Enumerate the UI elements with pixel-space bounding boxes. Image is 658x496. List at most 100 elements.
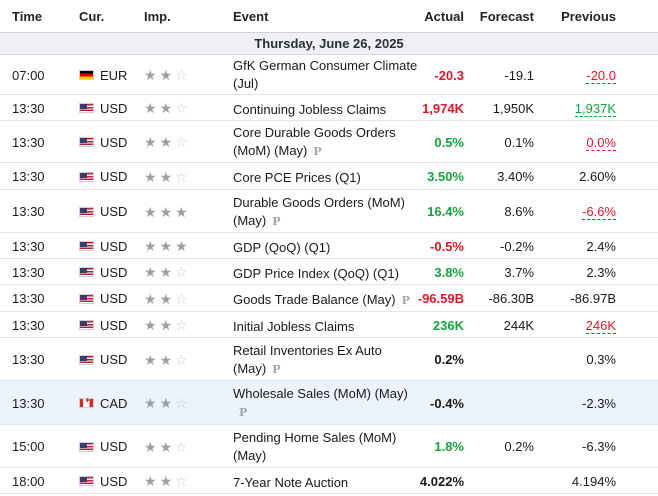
previous-value[interactable]: -20.0 [586,67,616,84]
star-filled-icon: ★ [159,395,173,411]
header-forecast[interactable]: Forecast [479,9,534,24]
event-name[interactable]: Wholesale Sales (MoM) (May) P [233,385,418,422]
star-empty-icon: ☆ [175,438,188,455]
table-row[interactable]: 13:30 USD ★ ★ ☆ Goods Trade Balance (May) P -96… [0,285,658,312]
event-label[interactable]: GDP (QoQ) (Q1) [233,239,331,255]
star-empty-icon: ☆ [175,264,188,280]
table-row[interactable]: 13:30CAD★★☆Wholesale Sales (MoM) (May)P-… [0,381,658,425]
table-row[interactable]: 13:30 USD ★ ★ ☆ Core PCE Prices (Q1) 3.50% 3.40… [0,163,658,190]
event-name[interactable]: Core PCE Prices (Q1) [233,169,418,187]
event-label[interactable]: GfK German Consumer Climate (Jul) [233,58,418,91]
event-time: 13:30 [12,291,45,306]
table-row[interactable]: 13:30 USD ★ ★ ☆ Core Durable Goods Orders (Mo… [0,121,658,163]
header-event[interactable]: Event [233,9,269,24]
header-currency[interactable]: Cur. [79,9,105,24]
event-name[interactable]: Goods Trade Balance (May) P [233,291,418,310]
table-header: Time Cur. Imp. Event Actual Forecast Pre… [0,0,658,33]
table-row[interactable]: 13:30 USD ★ ★ ★ GDP (QoQ) (Q1) -0.5% -0.2% 2.4% [0,233,658,259]
star-filled-icon: ★ [159,317,173,333]
event-time: 13:30 [12,100,45,116]
table-row[interactable]: 13:30 USD ★ ★ ☆ Initial Jobless Claims 236K 244… [0,312,658,338]
event-name[interactable]: Retail Inventories Ex Auto (May) P [233,342,418,379]
table-row[interactable]: 15:00 USD ★ ★ ☆ Pending Home Sales (MoM) (May… [0,425,658,468]
event-label[interactable]: Wholesale Sales (MoM) (May) [233,386,408,401]
actual-value: 0.2% [434,352,464,367]
star-filled-icon: ★ [144,473,157,489]
event-time: 13:30 [12,204,45,219]
star-filled-icon: ★ [144,134,157,150]
previous-value[interactable]: 1,937K [574,100,616,117]
currency-code: USD [100,439,128,454]
table-row[interactable]: 18:00 USD ★ ★ ☆ 7-Year Note Auction 4.022% 4.19… [0,468,658,494]
event-name[interactable]: GDP (QoQ) (Q1) [233,239,418,257]
currency-code: USD [100,238,128,254]
event-label[interactable]: Continuing Jobless Claims [233,101,387,117]
star-filled-icon: ★ [159,100,173,116]
star-empty-icon: ☆ [175,317,188,333]
us-flag [79,103,94,113]
header-previous[interactable]: Previous [561,9,616,24]
table-row[interactable]: 13:30 USD ★ ★ ★ Durable Goods Orders (MoM) (M… [0,190,658,233]
event-name[interactable]: Continuing Jobless Claims [233,101,418,119]
previous-value[interactable]: 246K [585,317,616,334]
table-row[interactable]: 07:00 EUR ★ ★ ☆ GfK German Consumer Climate (… [0,55,658,95]
previous-value[interactable]: -6.6% [582,204,616,220]
us-flag [79,441,94,452]
star-filled-icon: ★ [144,100,157,116]
importance-stars: ★ ★ ☆ [144,135,188,149]
event-time: 18:00 [12,473,45,489]
star-filled-icon: ★ [159,290,173,307]
event-label[interactable]: 7-Year Note Auction [233,474,349,490]
header-importance[interactable]: Imp. [144,9,171,24]
previous-value[interactable]: 0.0% [586,134,616,151]
currency-code: CAD [100,395,128,411]
star-filled-icon: ★ [159,438,173,455]
star-filled-icon: ★ [144,67,157,83]
currency-code: USD [100,264,128,280]
header-time[interactable]: Time [12,9,43,24]
table-row[interactable]: 13:30 USD ★ ★ ☆ Retail Inventories Ex Auto (M… [0,338,658,381]
star-empty-icon: ☆ [175,100,188,116]
event-label[interactable]: Initial Jobless Claims [233,318,355,334]
event-label[interactable]: Retail Inventories Ex Auto (May) [233,342,382,376]
previous-value: -86.97B [570,291,616,306]
event-label[interactable]: Goods Trade Balance (May) [233,292,396,307]
event-name[interactable]: Initial Jobless Claims [233,318,418,336]
event-label[interactable]: Durable Goods Orders (MoM) (May) [233,194,405,228]
event-label[interactable]: Core PCE Prices (Q1) [233,170,361,185]
previous-value: -2.3% [582,395,616,411]
star-filled-icon: ★ [175,203,188,220]
importance-stars: ★ ★ ☆ [144,101,188,115]
event-name[interactable]: Core Durable Goods Orders (MoM) (May) P [233,124,418,161]
event-time: 13:30 [12,238,45,254]
previous-value: 4.194% [571,473,616,489]
date-group-header: Thursday, June 26, 2025 [0,33,658,55]
star-empty-icon: ☆ [175,351,188,368]
importance-stars: ★ ★ ☆ [144,353,188,367]
table-row[interactable]: 13:30 USD ★ ★ ☆ Continuing Jobless Claims 1,97… [0,95,658,121]
previous-value: 2.4% [586,238,616,254]
forecast-value: 0.1% [504,134,534,150]
forecast-value: 3.40% [497,169,534,184]
us-flag [79,241,94,251]
us-flag [79,267,94,277]
forecast-value: 8.6% [504,204,534,219]
event-label[interactable]: Pending Home Sales (MoM) (May) [233,429,397,463]
preliminary-icon: P [239,406,248,419]
star-filled-icon: ★ [144,438,157,455]
event-label[interactable]: Core Durable Goods Orders (MoM) (May) [233,125,396,158]
header-actual[interactable]: Actual [424,9,464,24]
event-time: 13:30 [12,395,45,411]
event-name[interactable]: GfK German Consumer Climate (Jul) [233,57,418,93]
event-label[interactable]: GDP Price Index (QoQ) (Q1) [233,265,399,281]
currency-code: USD [100,352,128,367]
us-flag [79,206,94,217]
event-name[interactable]: 7-Year Note Auction [233,474,418,492]
event-name[interactable]: Durable Goods Orders (MoM) (May) P [233,194,418,231]
table-row[interactable]: 13:30 USD ★ ★ ☆ GDP Price Index (QoQ) (Q1) 3.8… [0,259,658,285]
event-name[interactable]: GDP Price Index (QoQ) (Q1) [233,265,418,283]
event-name[interactable]: Pending Home Sales (MoM) (May) [233,429,418,465]
star-empty-icon: ☆ [175,67,188,83]
star-filled-icon: ★ [159,168,173,185]
